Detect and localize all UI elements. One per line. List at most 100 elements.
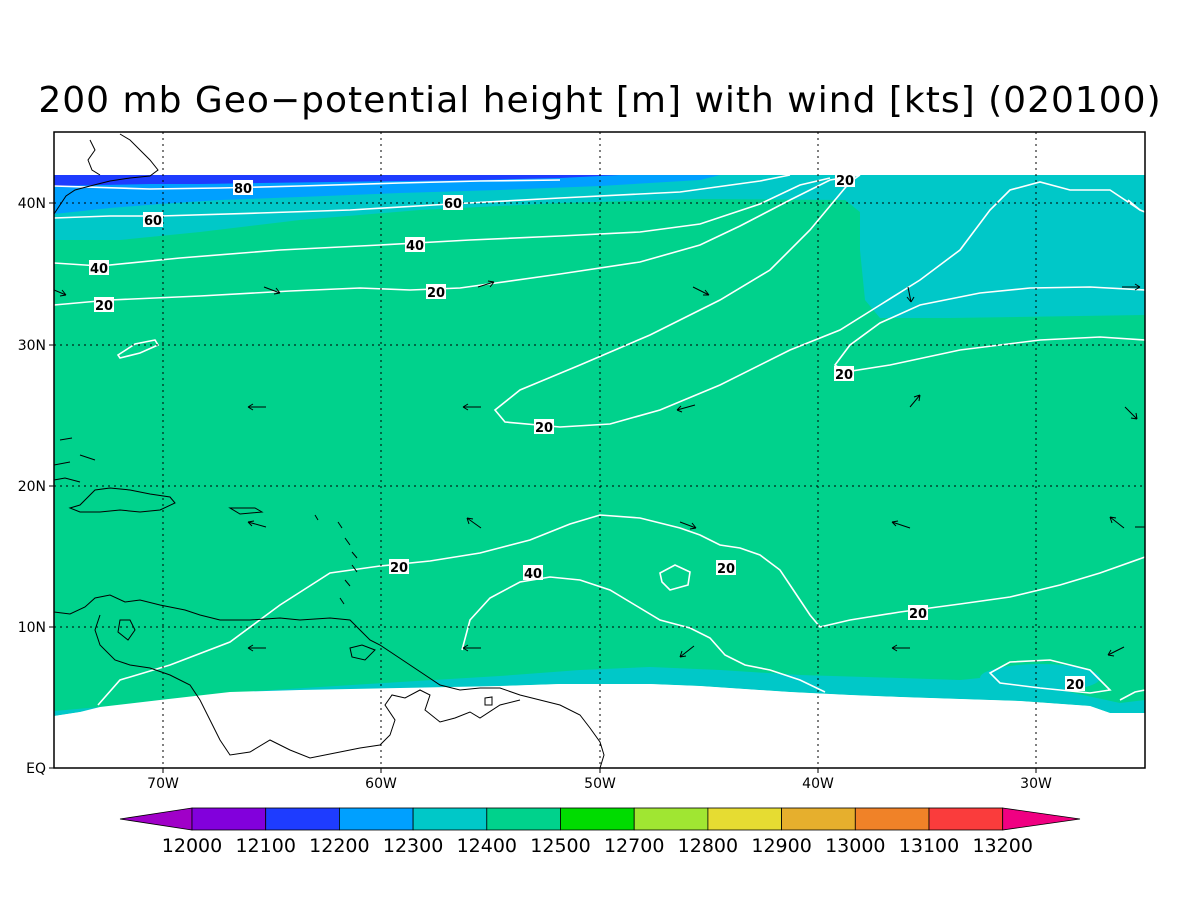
svg-text:20: 20: [836, 174, 854, 189]
wind-arrow: [247, 403, 266, 411]
contour-label: 20: [426, 284, 446, 301]
wind-arrow: [247, 644, 266, 652]
colorbar-label: 12300: [383, 835, 443, 857]
chart-title: 200 mb Geo−potential height [m] with win…: [38, 80, 1162, 121]
colorbar-label: 13100: [899, 835, 959, 857]
colorbar-swatch: [633, 807, 709, 831]
svg-text:60: 60: [144, 214, 162, 229]
wind-arrow: [1122, 283, 1141, 291]
wind-arrow: [1109, 516, 1125, 529]
colorbar-label: 12100: [235, 835, 295, 857]
wind-arrow: [679, 521, 697, 530]
svg-text:20: 20: [717, 562, 735, 577]
wind-arrow: [466, 517, 482, 529]
colorbar: 12000 12100 12200 12300 12400 12500 12700 12800…: [119, 807, 1081, 857]
wind-arrow: [54, 289, 67, 297]
colorbar-swatch: [854, 807, 930, 831]
contour-80: [54, 179, 561, 190]
lat-label-eq: EQ: [26, 761, 46, 777]
contour-label: 20: [94, 297, 114, 314]
svg-text:20: 20: [427, 286, 445, 301]
contour-label: 20: [1065, 676, 1085, 693]
lon-label-30w: 30W: [1020, 776, 1052, 792]
colorbar-under-arrow: [119, 807, 193, 831]
lat-label-10n: 10N: [18, 620, 46, 636]
contour-40: [54, 177, 831, 267]
colorbar-swatch: [560, 807, 635, 831]
contour-label: 60: [143, 212, 163, 229]
contour-20-inner: [833, 286, 1145, 373]
colorbar-label: 12500: [530, 835, 590, 857]
coastlines: [54, 133, 605, 768]
contour-label: 40: [405, 237, 425, 254]
wind-arrow: [1107, 646, 1125, 657]
contour-label: 20: [716, 560, 736, 577]
colorbar-label: 13200: [972, 835, 1032, 857]
coast-lesser-antilles: [314, 514, 358, 605]
wind-contours: [54, 174, 1145, 706]
wind-arrow: [909, 394, 921, 408]
colorbar-label: 12000: [162, 835, 222, 857]
coast-south-america: [54, 594, 605, 768]
lon-label-50w: 50W: [584, 776, 616, 792]
colorbar-swatch: [928, 807, 1004, 831]
colorbar-label: 13000: [825, 835, 885, 857]
wind-arrow: [679, 645, 695, 658]
contour-label: 20: [389, 559, 409, 576]
lon-label-70w: 70W: [147, 776, 179, 792]
height-band-12200: [54, 175, 720, 214]
svg-text:40: 40: [524, 567, 542, 582]
colorbar-swatch: [781, 807, 856, 831]
svg-text:40: 40: [90, 262, 108, 277]
wind-arrow: [692, 286, 710, 296]
coast-cuba: [54, 437, 96, 483]
coast-hispaniola: [68, 487, 176, 513]
contour-40-south: [461, 576, 826, 693]
svg-text:20: 20: [909, 607, 927, 622]
coast-puerto-rico: [228, 507, 264, 515]
contour-labels: 80 60 60 40 40 20 20 20 20 20 20 40 20 20 20: [89, 172, 1085, 693]
lat-label-40n: 40N: [18, 196, 46, 212]
wind-arrow: [477, 280, 495, 288]
svg-text:20: 20: [390, 561, 408, 576]
colorbar-label: 12200: [309, 835, 369, 857]
colorbar-label: 12400: [457, 835, 517, 857]
contour-20-north: [54, 174, 861, 306]
contour-40-southeast: [988, 659, 1112, 694]
wind-arrow: [891, 644, 910, 652]
colorbar-label: 12800: [678, 835, 738, 857]
lon-label-40w: 40W: [802, 776, 834, 792]
contour-edge-southeast: [1119, 689, 1145, 701]
contour-20-tongue: [493, 174, 1141, 428]
contour-label: 80: [233, 180, 253, 197]
contour-small-pocket: [659, 564, 691, 591]
contour-label: 20: [834, 366, 854, 383]
lat-label-30n: 30N: [18, 338, 46, 354]
colorbar-swatch: [412, 807, 488, 831]
colorbar-over-arrow: [1002, 807, 1081, 831]
colorbar-swatch: [338, 807, 414, 831]
wind-arrow: [676, 404, 696, 413]
contour-label: 40: [89, 260, 109, 277]
map-plot-area: 80 60 60 40 40 20 20 20 20 20 20 40 20 20 20: [54, 132, 1145, 768]
colorbar-label: 12900: [751, 835, 811, 857]
contour-60: [54, 174, 791, 219]
wind-arrow: [263, 286, 281, 295]
svg-text:20: 20: [835, 368, 853, 383]
graticule: [54, 132, 1145, 768]
wind-arrow: [462, 403, 481, 411]
axis-ticks: [49, 202, 1037, 773]
lat-label-20n: 20N: [18, 479, 46, 495]
svg-text:40: 40: [406, 239, 424, 254]
colorbar-swatch: [265, 807, 340, 831]
contour-label: 20: [534, 419, 554, 436]
wind-arrow: [247, 520, 267, 528]
contour-label: 60: [443, 195, 463, 212]
colorbar-swatch: [486, 807, 561, 831]
colorbar-label: 12700: [604, 835, 664, 857]
svg-text:20: 20: [95, 299, 113, 314]
lon-label-60w: 60W: [365, 776, 397, 792]
coast-small-island: [484, 696, 493, 706]
svg-text:20: 20: [1066, 678, 1084, 693]
